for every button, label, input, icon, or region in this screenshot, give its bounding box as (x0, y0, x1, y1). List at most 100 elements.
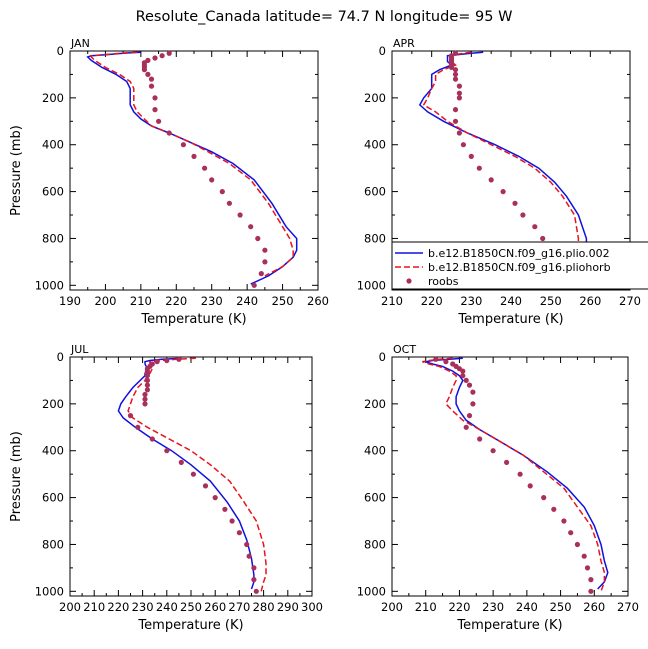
roobs-point (166, 130, 172, 136)
y-tick-label: 1000 (357, 584, 386, 598)
x-tick-label: 290 (277, 600, 299, 614)
roobs-point (456, 95, 462, 101)
y-tick-label: 0 (57, 350, 64, 364)
x-tick-label: 200 (381, 600, 403, 614)
series-plio002-line (86, 51, 298, 285)
x-tick-label: 260 (579, 294, 601, 308)
roobs-point (226, 200, 232, 206)
roobs-point (222, 506, 228, 512)
roobs-point (190, 471, 196, 477)
figure-title: Resolute_Canada latitude= 74.7 N longitu… (136, 9, 513, 25)
roobs-point (470, 401, 476, 407)
roobs-point (142, 391, 148, 398)
y-tick-label: 1000 (357, 278, 386, 292)
legend-entry-label: roobs (428, 275, 459, 288)
y-axis-label: Pressure (mb) (9, 125, 24, 216)
roobs-point (460, 373, 466, 379)
x-tick-label: 220 (448, 600, 470, 614)
roobs-point (452, 50, 459, 56)
roobs-point (144, 373, 150, 379)
roobs-point (532, 224, 538, 230)
y-tick-label: 1000 (35, 584, 64, 598)
roobs-point (142, 401, 148, 407)
roobs-point (135, 424, 141, 430)
roobs-point (159, 53, 165, 59)
roobs-point (244, 541, 250, 548)
roobs-point (229, 518, 235, 524)
roobs-point (127, 413, 134, 419)
x-axis-label: Temperature (K) (457, 312, 563, 327)
roobs-point (144, 377, 150, 383)
roobs-point (248, 224, 254, 230)
x-tick-label: 200 (59, 600, 81, 614)
roobs-point (488, 177, 494, 183)
x-tick-label: 240 (516, 600, 538, 614)
panels: 190 200 210 220 230 240 250 2600200400600800100… (9, 37, 648, 633)
roobs-point (551, 506, 557, 512)
roobs-point (144, 387, 150, 393)
x-tick-label: 240 (236, 294, 258, 308)
roobs-point (504, 459, 510, 465)
x-tick-label: 210 (415, 600, 437, 614)
roobs-point (156, 118, 162, 124)
roobs-point (460, 142, 466, 148)
x-tick-label: 220 (421, 294, 443, 308)
x-tick-label: 210 (381, 294, 403, 308)
y-tick-label: 400 (364, 138, 386, 152)
roobs-point (476, 165, 482, 171)
x-tick-label: 210 (130, 294, 152, 308)
roobs-point (258, 271, 264, 277)
roobs-point (202, 483, 209, 489)
panel-jul: 200 210 220 230 240 250 260 270 280 290 3000200400… (9, 343, 323, 633)
series-pliohorb-line (90, 51, 294, 277)
legend-entry-label: b.e12.B1850CN.f09_g16.pliohorb (428, 261, 611, 274)
x-tick-label: 260 (204, 600, 226, 614)
roobs-point (466, 382, 473, 388)
x-tick-label: 270 (619, 294, 641, 308)
roobs-point (236, 530, 242, 536)
roobs-point (202, 165, 208, 171)
y-tick-label: 200 (364, 91, 386, 105)
x-tick-label: 230 (482, 600, 504, 614)
roobs-point (176, 356, 182, 362)
roobs-point (149, 436, 155, 442)
x-tick-label: 240 (156, 600, 178, 614)
y-tick-label: 200 (364, 397, 386, 411)
x-tick-label: 220 (107, 600, 129, 614)
roobs-point (477, 436, 483, 442)
roobs-point (456, 90, 462, 96)
roobs-point (142, 396, 148, 402)
y-tick-label: 400 (364, 444, 386, 458)
x-tick-label: 250 (272, 294, 294, 308)
y-tick-label: 400 (42, 138, 64, 152)
roobs-point (164, 448, 170, 454)
roobs-point (584, 565, 591, 571)
y-tick-label: 200 (42, 397, 64, 411)
y-tick-label: 800 (42, 231, 64, 245)
roobs-point (460, 368, 466, 374)
roobs-point (512, 200, 518, 206)
roobs-point (527, 483, 533, 489)
legend: b.e12.B1850CN.f09_g16.plio.002b.e12.B185… (391, 241, 648, 290)
roobs-point (219, 189, 225, 195)
x-tick-label: 250 (550, 600, 572, 614)
y-tick-label: 0 (379, 44, 386, 58)
x-tick-label: 230 (132, 600, 154, 614)
legend-box (391, 241, 648, 290)
x-axis-label: Temperature (K) (140, 312, 246, 327)
roobs-point (154, 359, 160, 365)
roobs-point (448, 64, 455, 70)
panel-oct: 200 210 220 230 240 250 260 270 0 200 400 600 800 100… (357, 343, 639, 633)
x-axis-label: Temperature (K) (456, 618, 562, 633)
roobs-point (470, 389, 476, 395)
x-tick-label: 200 (94, 294, 116, 308)
roobs-point (452, 67, 459, 73)
series-plio002-line (425, 357, 609, 590)
roobs-point (490, 448, 496, 454)
x-tick-label: 250 (180, 600, 202, 614)
roobs-point (463, 424, 469, 430)
y-tick-label: 600 (364, 185, 386, 199)
panel-label: JAN (70, 37, 90, 50)
x-tick-label: 250 (540, 294, 562, 308)
roobs-point (246, 553, 252, 559)
